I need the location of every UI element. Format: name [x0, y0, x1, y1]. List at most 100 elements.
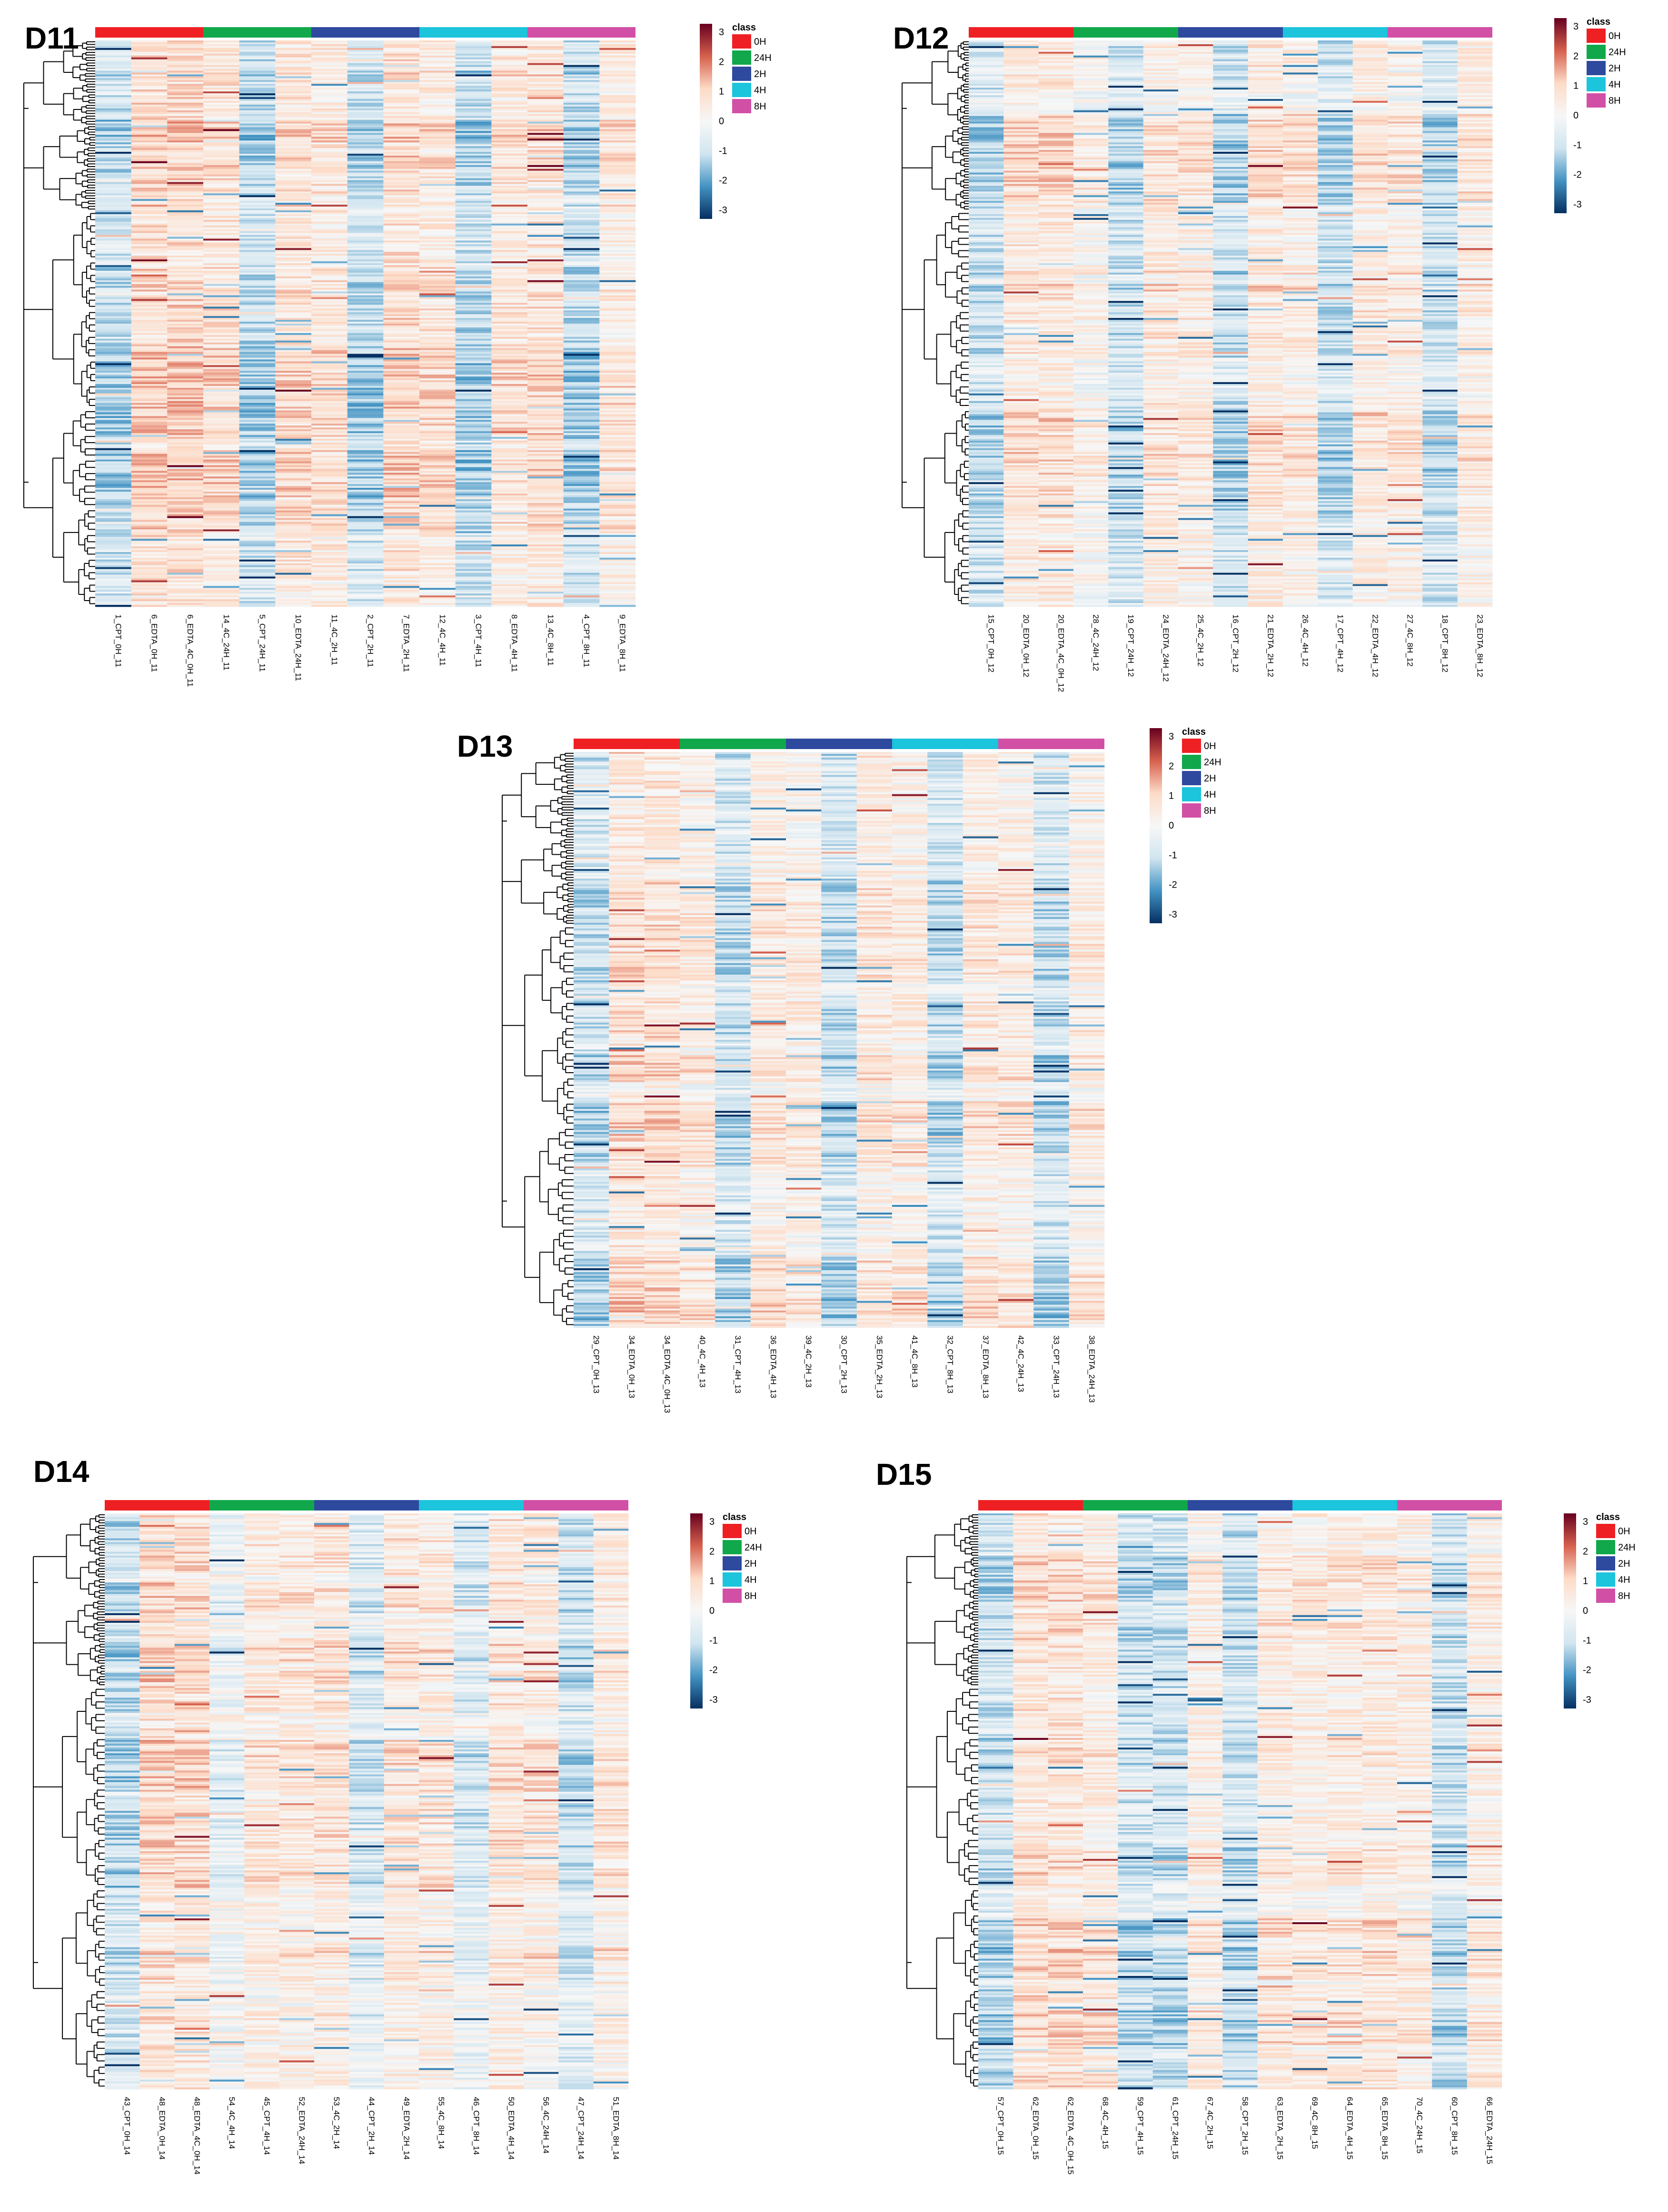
heatmap-cell [203, 340, 240, 343]
dendrogram-leaf [88, 195, 95, 199]
heatmap-cell [239, 135, 276, 137]
heatmap-cell [275, 422, 312, 424]
heatmap-cell [599, 291, 636, 294]
heatmap-cell [275, 144, 312, 147]
heatmap-cell [311, 373, 348, 375]
heatmap-cell [347, 529, 384, 532]
heatmap-cell [419, 121, 456, 124]
heatmap-cell [311, 259, 348, 262]
heatmap-cell [455, 167, 492, 169]
heatmap-cell [275, 137, 312, 139]
heatmap-cell [599, 490, 636, 492]
heatmap-cell [491, 100, 528, 103]
heatmap-cell [491, 104, 528, 107]
heatmap-cell [239, 123, 276, 126]
heatmap-cell [311, 242, 348, 245]
heatmap-cell [311, 429, 348, 432]
dendrogram-branch [86, 68, 91, 72]
heatmap-cell [419, 350, 456, 352]
heatmap-cell [491, 157, 528, 160]
heatmap-cell [167, 401, 204, 403]
heatmap-cell [311, 106, 348, 109]
heatmap-cell [131, 359, 168, 362]
dendrogram-branch [81, 191, 86, 198]
heatmap-cell [419, 541, 456, 543]
heatmap-cell [969, 282, 1004, 284]
heatmap-cell [383, 242, 420, 245]
heatmap-cell [527, 437, 564, 439]
heatmap-cell [347, 163, 384, 166]
heatmap-cell [95, 494, 132, 496]
heatmap-cell [563, 112, 600, 114]
row-dendrogram [23, 41, 95, 604]
heatmap-cell [383, 63, 420, 65]
heatmap-cell [491, 495, 528, 498]
heatmap-cell [491, 369, 528, 371]
heatmap-cell [95, 299, 132, 301]
heatmap-cell [131, 384, 168, 386]
heatmap-cell [527, 70, 564, 73]
heatmap-cell [275, 133, 312, 135]
heatmap-cell [95, 459, 132, 462]
heatmap-cell [167, 412, 204, 415]
heatmap-cell [131, 99, 168, 101]
heatmap-cell [527, 399, 564, 401]
heatmap-cell [167, 225, 204, 227]
heatmap-cell [203, 459, 240, 462]
heatmap-cell [239, 106, 276, 109]
heatmap-cell [455, 78, 492, 80]
heatmap-cell [203, 135, 240, 137]
heatmap-cell [563, 582, 600, 584]
heatmap-cell [311, 335, 348, 337]
heatmap-cell [491, 295, 528, 297]
heatmap-cell [131, 555, 168, 558]
heatmap-cell [347, 537, 384, 539]
heatmap-cell [347, 312, 384, 315]
heatmap-cell [455, 520, 492, 522]
heatmap-cell [347, 238, 384, 241]
heatmap-cell [599, 301, 636, 303]
heatmap-cell [599, 605, 636, 607]
dendrogram-branch [89, 142, 92, 146]
heatmap-cell [95, 57, 132, 59]
heatmap-cell [491, 106, 528, 109]
heatmap-cell [599, 382, 636, 385]
heatmap-cell [599, 51, 636, 54]
heatmap-cell [383, 159, 420, 162]
heatmap-cell [455, 588, 492, 590]
heatmap-cell [311, 320, 348, 322]
heatmap-cell [491, 210, 528, 213]
heatmap-cell [599, 380, 636, 383]
heatmap-cell [275, 346, 312, 348]
heatmap-cell [419, 576, 456, 579]
heatmap-cell [275, 70, 312, 73]
heatmap-cell [95, 259, 132, 262]
heatmap-cell [131, 127, 168, 129]
heatmap-cell [969, 504, 1004, 507]
heatmap-cell [203, 167, 240, 169]
heatmap-cell [239, 148, 276, 150]
dendrogram-branch [86, 365, 91, 378]
heatmap-cell [969, 494, 1004, 496]
heatmap-cell [969, 140, 1004, 143]
heatmap-cell [527, 193, 564, 196]
heatmap-cell [203, 593, 240, 596]
heatmap-cell [203, 131, 240, 133]
heatmap-cell [239, 210, 276, 213]
heatmap-cell [347, 501, 384, 504]
heatmap-cell [491, 348, 528, 350]
heatmap-cell [419, 116, 456, 118]
heatmap-cell [203, 359, 240, 362]
heatmap-cell [167, 201, 204, 203]
heatmap-cell [563, 324, 600, 326]
heatmap-cell [167, 44, 204, 47]
heatmap-cell [419, 484, 456, 486]
heatmap-cell [203, 371, 240, 373]
heatmap-cell [347, 195, 384, 198]
heatmap-cell [419, 567, 456, 569]
dendrogram-branch [82, 96, 89, 102]
heatmap-cell [131, 125, 168, 128]
heatmap-cell [95, 584, 132, 586]
heatmap-cell [599, 108, 636, 111]
heatmap-cell [347, 405, 384, 407]
